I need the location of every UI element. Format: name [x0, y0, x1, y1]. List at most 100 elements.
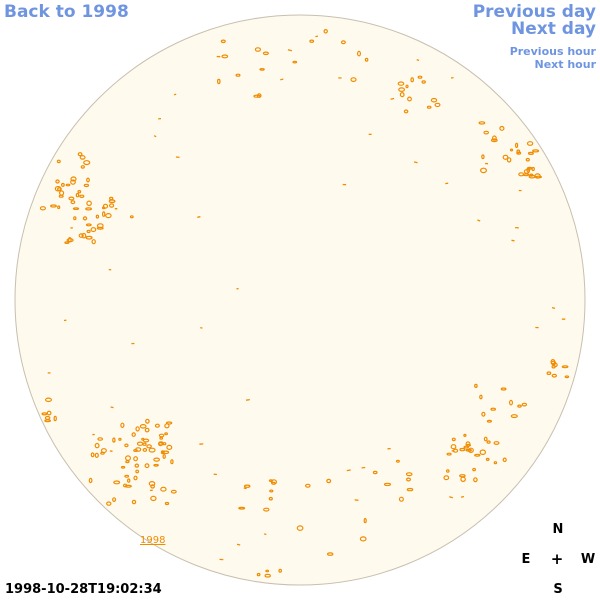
sunspot-marker — [516, 149, 521, 154]
sunspot-marker — [39, 206, 47, 211]
back-to-year-link[interactable]: Back to 1998 — [4, 2, 129, 22]
sunspot-marker — [395, 459, 400, 463]
sunspot-marker — [445, 469, 450, 473]
sunspot-marker — [217, 78, 221, 85]
sunspot-marker — [110, 406, 114, 409]
sunspot-marker — [135, 469, 140, 474]
sunspot-marker — [113, 480, 121, 485]
sunspot-marker — [553, 362, 558, 368]
sunspot-marker — [133, 475, 138, 481]
sunspot-marker — [170, 489, 177, 494]
sunspot-marker — [269, 489, 274, 493]
previous-day-link[interactable]: Previous day — [472, 2, 596, 22]
sunspot-marker — [459, 447, 466, 452]
sunspot-marker — [346, 469, 351, 472]
sunspot-marker — [509, 148, 514, 152]
sunspot-marker — [296, 525, 304, 531]
sunspot-marker — [150, 484, 156, 489]
sunspot-marker — [166, 444, 173, 450]
previous-hour-link[interactable]: Previous hour — [509, 45, 596, 58]
sunspot-marker — [521, 402, 528, 407]
sunspot-marker — [122, 483, 128, 488]
sunspot-marker — [200, 326, 203, 329]
sunspot-marker — [75, 192, 80, 198]
sunspot-marker — [278, 568, 283, 573]
sunspot-marker — [162, 454, 166, 459]
sunspot-marker — [238, 506, 246, 510]
next-day-link[interactable]: Next day — [511, 19, 596, 39]
sunspot-marker — [142, 447, 148, 452]
sunspot-marker — [511, 239, 515, 242]
sunspot-marker — [154, 423, 160, 428]
sunspot-marker — [421, 80, 426, 84]
sunspot-marker — [460, 495, 465, 498]
compass-west: W — [580, 552, 596, 567]
sunspot-marker — [416, 59, 420, 62]
sunspot-marker — [97, 437, 104, 441]
sunspot-marker — [398, 87, 406, 92]
sunspot-marker — [160, 486, 167, 492]
sunspot-marker — [148, 447, 156, 453]
sunspot-marker — [477, 219, 481, 222]
sunspot-marker — [162, 442, 167, 446]
sunspot-marker — [144, 463, 150, 469]
sunspot-marker — [77, 152, 83, 157]
sunspot-marker — [142, 438, 150, 443]
sunspot-marker — [133, 456, 139, 462]
sunspot-marker — [486, 419, 492, 423]
sunspot-marker — [173, 93, 177, 96]
sunspot-marker — [474, 383, 478, 388]
sunspot-marker — [243, 484, 251, 488]
sunspot-marker — [397, 81, 405, 86]
sunspot-marker — [564, 375, 570, 379]
sunspot-marker — [108, 199, 116, 204]
sunspot-marker — [292, 60, 298, 64]
sunspot-marker — [485, 457, 490, 461]
sunspot-marker — [245, 398, 250, 401]
compass-south: S — [553, 582, 563, 597]
sunspot-marker — [253, 94, 261, 98]
sunspot-marker — [129, 215, 134, 219]
sunspot-marker — [280, 78, 284, 81]
sunspot-marker — [265, 569, 270, 573]
sunspot-marker — [236, 543, 241, 546]
sunspot-marker — [125, 460, 130, 464]
sunspot-marker — [474, 453, 481, 457]
sunspot-marker — [531, 166, 535, 172]
sunspot-marker — [44, 397, 52, 403]
sunspot-marker — [58, 194, 64, 198]
sunspot-marker — [363, 517, 367, 524]
sunspot-marker — [259, 67, 265, 71]
sunspot-marker — [139, 423, 147, 429]
sunspot-marker — [86, 177, 90, 183]
sunspot-marker — [527, 151, 534, 155]
sunspot-marker — [68, 196, 75, 201]
compass-north: N — [552, 522, 564, 537]
sunspot-marker — [450, 444, 457, 450]
sunspot-marker — [146, 444, 152, 449]
sunspot-marker — [44, 415, 51, 420]
sunspot-marker — [517, 404, 522, 408]
sunspot-marker — [79, 194, 85, 198]
sunspot-marker — [506, 157, 512, 163]
sunspot-marker — [70, 200, 76, 205]
sunspot-marker — [532, 149, 540, 153]
sunspot-marker — [120, 465, 126, 469]
sunspot-marker — [77, 189, 82, 194]
sunspot-marker — [499, 125, 505, 131]
compass-center: + — [550, 550, 564, 568]
sunspot-marker — [451, 437, 456, 442]
sunspot-marker — [383, 482, 392, 487]
year-tag-link[interactable]: 1998 — [140, 535, 166, 546]
sunspot-marker — [170, 459, 174, 465]
sunspot-marker — [112, 437, 116, 443]
sunspot-marker — [197, 216, 201, 218]
next-hour-link[interactable]: Next hour — [534, 58, 597, 71]
sunspot-marker — [54, 185, 62, 192]
sunspot-marker — [70, 179, 76, 185]
sunspot-marker — [131, 499, 137, 505]
sunspot-marker — [65, 183, 71, 187]
sunspot-marker — [417, 75, 423, 79]
compass-east: E — [521, 552, 531, 567]
sunspot-marker — [158, 442, 163, 447]
